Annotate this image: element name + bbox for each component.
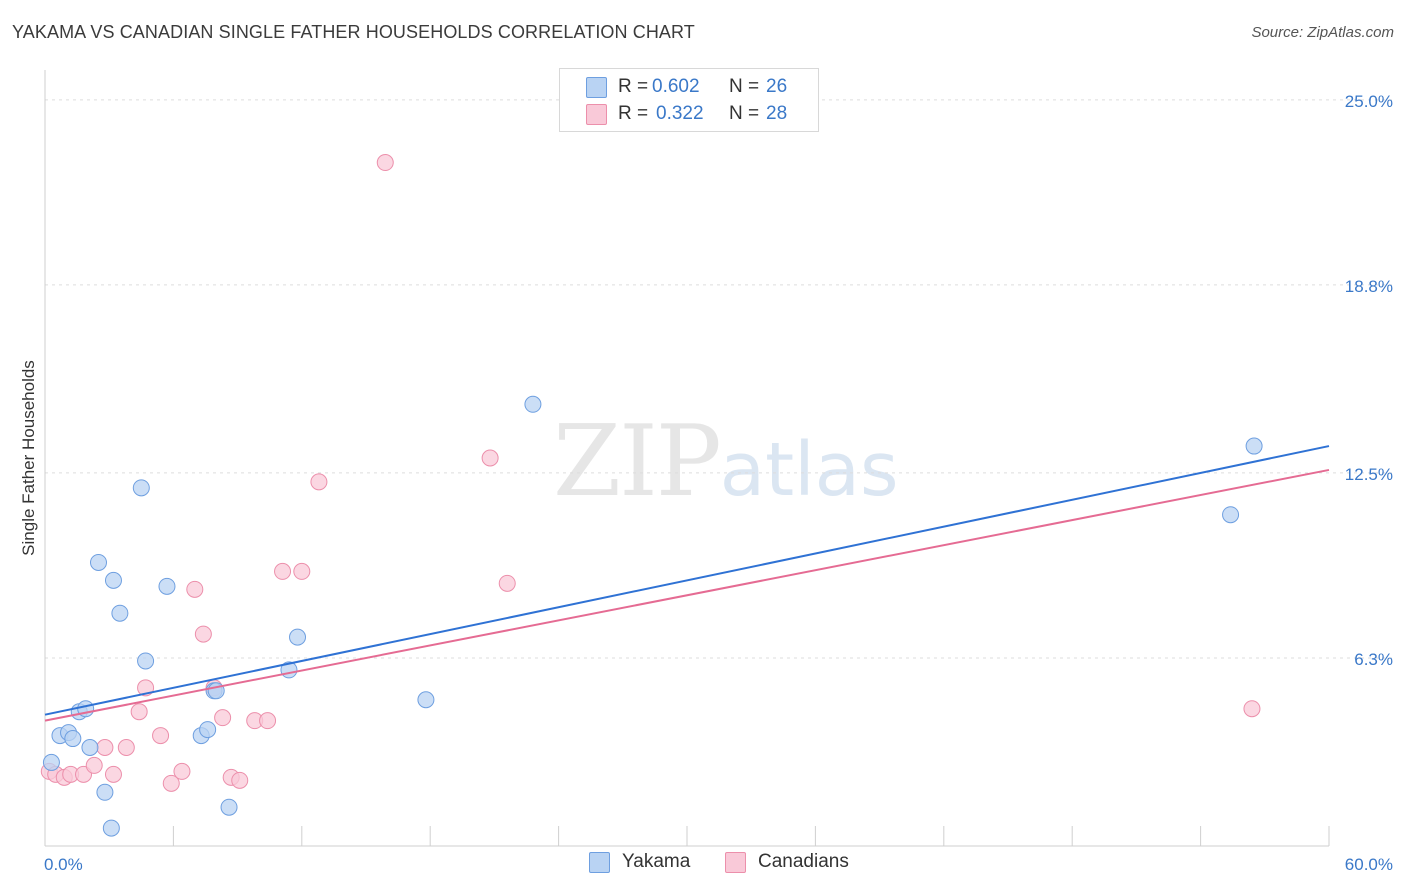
canadians-trend-line xyxy=(44,468,1330,722)
canadians-point xyxy=(130,703,148,721)
canadians-point xyxy=(96,739,114,757)
y-tick-label: 25.0% xyxy=(1345,92,1393,111)
canadians-point xyxy=(376,154,394,172)
legend-yakama-label: Yakama xyxy=(622,851,691,872)
yakama-point xyxy=(102,819,120,837)
y-axis-label: Single Father Households xyxy=(19,360,38,556)
canadians-swatch xyxy=(586,103,607,125)
canadians-r-value: 0.322 xyxy=(656,103,704,124)
yakama-n-value: 26 xyxy=(766,76,788,97)
watermark-zip: ZIP xyxy=(553,405,722,519)
yakama-point xyxy=(90,553,107,571)
yakama-point xyxy=(199,721,217,739)
yakama-point xyxy=(1245,437,1263,455)
canadians-point xyxy=(214,709,232,727)
y-tick-label: 6.3% xyxy=(1354,650,1393,669)
yakama-n-label: N = xyxy=(729,76,760,97)
y-tick-label: 18.8% xyxy=(1345,277,1393,296)
canadians-point xyxy=(293,562,311,580)
canadians-point xyxy=(481,449,499,467)
canadians-point xyxy=(498,574,516,592)
watermark: ZIPatlas xyxy=(553,405,899,519)
yakama-r-value: 0.602 xyxy=(652,76,700,97)
yakama-r-label: R = xyxy=(618,76,649,97)
x-tick-label-min: 0.0% xyxy=(44,855,83,874)
y-tick-label: 12.5% xyxy=(1345,465,1393,484)
canadians-point xyxy=(259,712,277,730)
canadians-point xyxy=(162,774,180,792)
chart-title: YAKAMA VS CANADIAN SINGLE FATHER HOUSEHO… xyxy=(12,22,695,42)
yakama-point xyxy=(42,753,60,771)
canadians-point xyxy=(310,473,328,491)
yakama-point xyxy=(104,571,122,589)
yakama-trend-line xyxy=(44,445,1330,716)
watermark-atlas: atlas xyxy=(719,427,899,513)
correlation-legend: R = 0.602 N = 26 R = 0.322 N = 28 xyxy=(559,68,819,132)
yakama-point xyxy=(220,798,238,816)
canadians-point xyxy=(117,739,135,757)
yakama-point xyxy=(96,783,114,801)
yakama-point xyxy=(111,604,129,622)
yakama-point xyxy=(1222,506,1240,524)
x-tick-label-max: 60.0% xyxy=(1345,855,1393,874)
yakama-point xyxy=(64,730,82,748)
source-label: Source: ZipAtlas.com xyxy=(1251,24,1394,41)
legend-item-yakama: Yakama xyxy=(589,851,690,873)
yakama-point xyxy=(137,652,155,670)
legend-canadians-label: Canadians xyxy=(758,851,849,872)
canadians-point xyxy=(104,765,122,783)
yakama-point xyxy=(158,577,176,595)
canadians-n-value: 28 xyxy=(766,103,788,124)
canadians-r-label: R = xyxy=(618,103,649,124)
yakama-point xyxy=(81,739,99,757)
legend-yakama-swatch xyxy=(589,851,610,873)
canadians-point xyxy=(194,625,212,643)
yakama-point xyxy=(132,479,150,497)
canadians-point xyxy=(231,771,249,789)
legend-item-canadians: Canadians xyxy=(725,851,849,873)
canadians-point xyxy=(85,756,103,774)
canadians-point xyxy=(1243,700,1261,718)
yakama-point xyxy=(417,691,435,709)
canadians-point xyxy=(274,562,292,580)
yakama-point xyxy=(289,628,307,646)
canadians-point xyxy=(152,727,170,745)
yakama-swatch xyxy=(586,76,607,98)
canadians-point xyxy=(173,762,191,780)
yakama-point xyxy=(524,395,542,413)
canadians-point xyxy=(186,580,204,598)
canadians-n-label: N = xyxy=(729,103,760,124)
legend-canadians-swatch xyxy=(725,851,746,873)
